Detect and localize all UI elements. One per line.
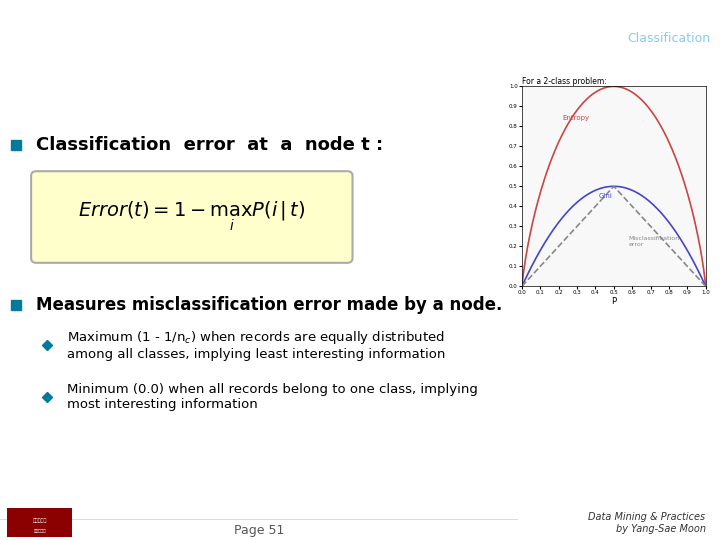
Text: 강원대학교: 강원대학교 <box>33 529 46 534</box>
FancyBboxPatch shape <box>31 171 353 263</box>
FancyBboxPatch shape <box>8 30 48 65</box>
Text: Classification  error  at  a  node t :: Classification error at a node t : <box>36 137 384 154</box>
Text: Measures misclassification error made by a node.: Measures misclassification error made by… <box>36 296 503 314</box>
Text: Gini: Gini <box>599 193 613 199</box>
Text: $\mathit{Error}(t) = 1 - \max_i P(i\,|\,t)$: $\mathit{Error}(t) = 1 - \max_i P(i\,|\,… <box>78 200 305 233</box>
Text: Data Mining & Practices
by Yang-Sae Moon: Data Mining & Practices by Yang-Sae Moon <box>588 512 706 534</box>
Text: 분류 에러(Classification Error) 정의: 분류 에러(Classification Error) 정의 <box>73 29 428 49</box>
Text: For a 2-class problem:: For a 2-class problem: <box>522 77 607 86</box>
Text: Page 51: Page 51 <box>234 524 284 537</box>
Text: Classification: Classification <box>627 32 710 45</box>
Text: Entropy: Entropy <box>562 116 590 122</box>
X-axis label: P: P <box>611 297 616 306</box>
FancyBboxPatch shape <box>6 507 73 538</box>
Circle shape <box>0 16 78 30</box>
Text: Maximum (1 - 1/n$_c$) when records are equally distributed
among all classes, im: Maximum (1 - 1/n$_c$) when records are e… <box>68 329 446 361</box>
Text: Misclassification
error: Misclassification error <box>629 237 680 247</box>
Text: Minimum (0.0) when all records belong to one class, implying
most interesting in: Minimum (0.0) when all records belong to… <box>68 383 478 411</box>
Text: 강원대학교: 강원대학교 <box>32 518 47 523</box>
